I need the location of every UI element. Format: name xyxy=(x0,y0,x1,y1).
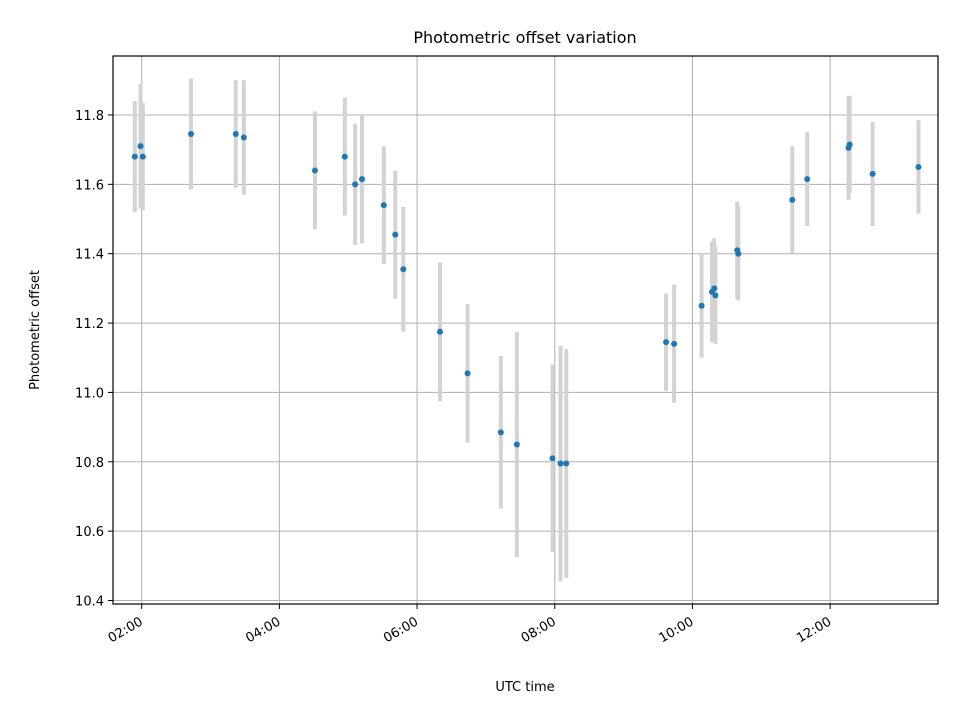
data-point xyxy=(915,163,922,170)
data-point xyxy=(392,231,399,238)
data-point xyxy=(698,302,705,309)
data-point xyxy=(131,153,138,160)
plot-frame xyxy=(112,55,939,605)
y-tick-label: 10.6 xyxy=(75,525,104,540)
y-tick-label: 11.8 xyxy=(75,109,104,124)
data-point xyxy=(663,339,670,346)
data-point xyxy=(352,181,359,188)
data-point xyxy=(549,455,556,462)
data-point xyxy=(137,143,144,150)
y-tick-label: 11.6 xyxy=(75,178,104,193)
data-point xyxy=(188,131,195,138)
y-tick-label: 10.8 xyxy=(75,456,104,471)
chart-title: Photometric offset variation xyxy=(413,28,636,47)
y-tick-label: 11.0 xyxy=(75,386,104,401)
data-point xyxy=(712,292,719,299)
data-point xyxy=(400,266,407,273)
data-point xyxy=(232,131,239,138)
data-point xyxy=(240,134,247,141)
data-point xyxy=(789,196,796,203)
y-tick-label: 11.4 xyxy=(75,248,104,263)
data-point xyxy=(513,441,520,448)
y-tick-label: 11.2 xyxy=(75,317,104,332)
data-point xyxy=(557,460,564,467)
data-point xyxy=(671,340,678,347)
y-tick-label: 10.4 xyxy=(75,595,104,610)
data-point xyxy=(497,429,504,436)
data-point xyxy=(869,170,876,177)
data-points xyxy=(131,131,922,467)
data-point xyxy=(341,153,348,160)
data-point xyxy=(711,285,718,292)
data-point xyxy=(563,460,570,467)
y-axis-ticks: 10.4 10.6 10.8 11.0 11.2 11.4 11.6 11.8 xyxy=(75,109,113,610)
grid xyxy=(113,56,938,604)
data-point xyxy=(358,176,365,183)
data-point xyxy=(804,176,811,183)
data-point xyxy=(380,202,387,209)
data-point xyxy=(437,328,444,335)
data-point xyxy=(735,250,742,257)
data-point xyxy=(139,153,146,160)
y-axis-label: Photometric offset xyxy=(28,270,43,390)
data-point xyxy=(464,370,471,377)
data-point xyxy=(311,167,318,174)
data-point xyxy=(846,141,853,148)
x-axis-label: UTC time xyxy=(495,680,554,695)
